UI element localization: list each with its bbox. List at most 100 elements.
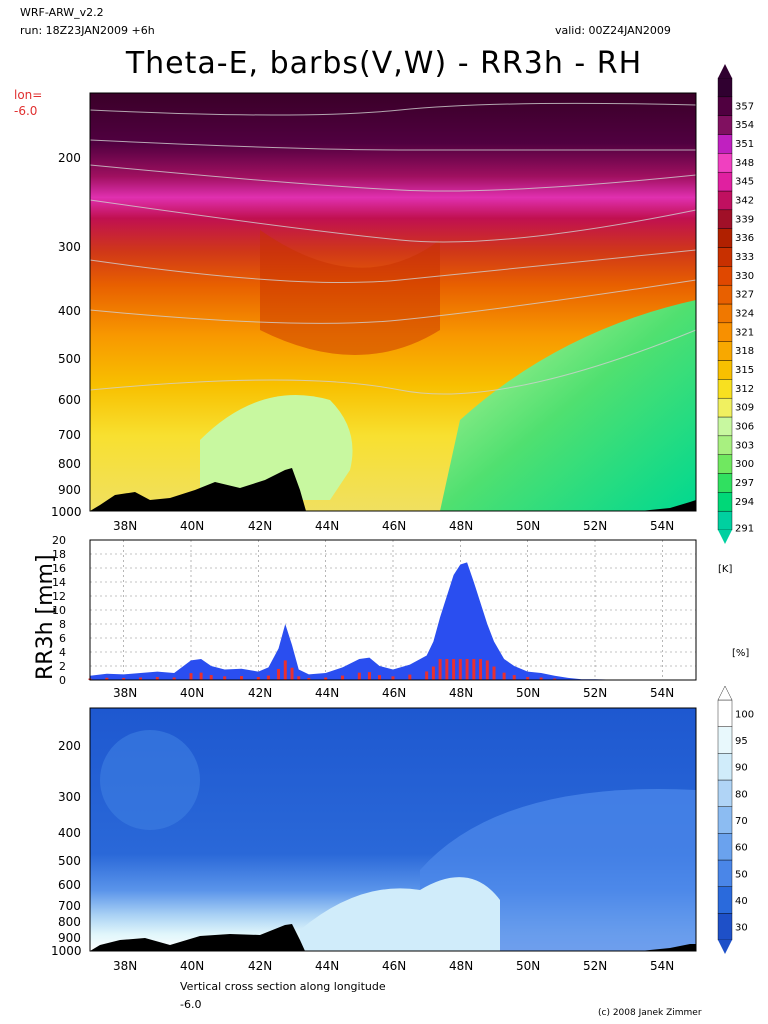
thetae-colorbar-swatch bbox=[717, 190, 733, 211]
thetae-colorbar-swatch bbox=[717, 379, 733, 399]
thetae-colorbar-swatch bbox=[717, 510, 733, 531]
rh-colorbar-swatch bbox=[717, 913, 733, 941]
thetae-colorbar-label: 327 bbox=[735, 290, 754, 301]
rh-colorbar-label: 100 bbox=[735, 709, 754, 720]
thetae-colorbar-swatch bbox=[717, 153, 733, 173]
thetae-colorbar-label: 333 bbox=[735, 252, 754, 263]
thetae-terrain-right bbox=[640, 500, 696, 511]
thetae-xtick-54N: 54N bbox=[650, 519, 674, 533]
rr3h-bar bbox=[512, 675, 516, 680]
rr3h-ytick: 16 bbox=[52, 562, 66, 575]
thetae-colorbar-label: 348 bbox=[735, 158, 754, 169]
rr3h-bar bbox=[105, 677, 109, 680]
thetae-colorbar-label: 291 bbox=[735, 524, 754, 535]
valid-label: valid: 00Z24JAN2009 bbox=[555, 24, 671, 37]
thetae-colorbar-label: 315 bbox=[735, 365, 754, 376]
thetae-colorbar-label: 354 bbox=[735, 120, 754, 131]
thetae-colorbar-swatch bbox=[717, 77, 733, 98]
rh-xtick-40N: 40N bbox=[180, 959, 204, 973]
lon-value: -6.0 bbox=[14, 104, 38, 118]
rr3h-bar bbox=[378, 675, 382, 680]
rh-frame bbox=[89, 707, 697, 952]
rr3h-bar bbox=[452, 659, 456, 680]
rr3h-bar bbox=[341, 675, 344, 680]
rh-terrain-right bbox=[640, 944, 696, 951]
thetae-colorbar-label: 303 bbox=[735, 440, 754, 451]
thetae-colorbar-swatch bbox=[717, 209, 733, 229]
rr3h-bar bbox=[431, 666, 435, 680]
thetae-colorbar-swatch bbox=[717, 416, 733, 437]
rr3h-xtick-42N: 42N bbox=[248, 686, 272, 700]
thetae-colorbar-swatch bbox=[717, 115, 733, 135]
rr3h-bar bbox=[277, 668, 281, 680]
rh-ytick-200: 200 bbox=[58, 739, 81, 753]
thetae-xtick-52N: 52N bbox=[583, 519, 607, 533]
thetae-colorbar-label: 357 bbox=[735, 101, 754, 112]
rr3h-bar bbox=[367, 672, 371, 680]
thetae-colorbar-swatch bbox=[717, 284, 733, 305]
rh-saturated-region bbox=[300, 877, 500, 951]
rh-colorbar-swatch bbox=[717, 859, 733, 887]
rr3h-xtick-40N: 40N bbox=[180, 686, 204, 700]
thetae-colorbar-label: 318 bbox=[735, 346, 754, 357]
thetae-y-axis: 200 300 400 500 600 700 800 900 1000 bbox=[51, 151, 82, 519]
rh-colorbar-label: 50 bbox=[735, 869, 748, 880]
rr3h-bar bbox=[172, 677, 176, 680]
thetae-trough bbox=[260, 230, 440, 355]
caption-value: -6.0 bbox=[180, 998, 202, 1011]
rr3h-bar bbox=[209, 675, 213, 680]
rh-ytick-700: 700 bbox=[58, 899, 81, 913]
rh-colorbar-label: 40 bbox=[735, 896, 748, 907]
rh-xtick-46N: 46N bbox=[382, 959, 406, 973]
rr3h-xtick-46N: 46N bbox=[382, 686, 406, 700]
thetae-colorbar-label: 300 bbox=[735, 459, 754, 470]
thetae-colorbar-label: 321 bbox=[735, 327, 754, 338]
rr3h-bar bbox=[438, 659, 442, 680]
rh-xtick-54N: 54N bbox=[650, 959, 674, 973]
rr3h-xtick-38N: 38N bbox=[113, 686, 137, 700]
thetae-colorbar-swatch bbox=[717, 266, 733, 286]
rr3h-bar bbox=[283, 660, 287, 680]
rr3h-xtick-48N: 48N bbox=[449, 686, 473, 700]
rh-colorbar-label: 70 bbox=[735, 816, 748, 827]
thetae-ytick-400: 400 bbox=[58, 304, 81, 318]
rr3h-ytick: 6 bbox=[59, 632, 66, 645]
thetae-colorbar-label: 324 bbox=[735, 308, 754, 319]
thetae-colorbar-swatch bbox=[717, 171, 733, 192]
rh-colorbar-swatch bbox=[717, 699, 733, 727]
thetae-xtick-42N: 42N bbox=[248, 519, 272, 533]
rh-colorbar-label: 95 bbox=[735, 736, 748, 747]
thetae-colorbar-label: 339 bbox=[735, 214, 754, 225]
rr3h-frame bbox=[89, 539, 697, 681]
rh-ytick-1000: 1000 bbox=[51, 944, 82, 958]
thetae-x-axis: 38N 40N 42N 44N 46N 48N 50N 52N 54N bbox=[113, 519, 674, 533]
thetae-colorbar-arrow-top bbox=[718, 64, 732, 78]
rr3h-bar bbox=[502, 672, 506, 680]
rh-ytick-600: 600 bbox=[58, 878, 81, 892]
rh-colorbar-swatch bbox=[717, 806, 733, 834]
rr3h-bar bbox=[223, 676, 227, 680]
rh-colorbar: 30 40 50 60 70 80 90 95 100 bbox=[717, 685, 754, 954]
thetae-colorbar-label: 351 bbox=[735, 139, 754, 150]
rh-y-axis: 200 300 400 500 600 700 800 900 1000 bbox=[51, 739, 82, 958]
rr3h-bar bbox=[458, 659, 462, 680]
thetae-colorbar-label: 330 bbox=[735, 271, 754, 282]
rr3h-bar bbox=[492, 666, 496, 680]
rh-colorbar-swatch bbox=[717, 779, 733, 807]
thetae-contours bbox=[89, 102, 697, 395]
rr3h-bar bbox=[465, 659, 469, 680]
thetae-frame bbox=[89, 92, 697, 512]
thetae-xtick-50N: 50N bbox=[516, 519, 540, 533]
rr3h-bar bbox=[391, 676, 395, 680]
thetae-panel: 200 300 400 500 600 700 800 900 1000 38N… bbox=[51, 92, 697, 533]
rh-terrain bbox=[90, 924, 305, 951]
rh-colorbar-swatch bbox=[717, 753, 733, 781]
rr3h-bar bbox=[425, 671, 429, 680]
lon-label: lon= bbox=[14, 88, 43, 102]
thetae-ytick-800: 800 bbox=[58, 457, 81, 471]
thetae-colorbar-label: 294 bbox=[735, 497, 754, 508]
thetae-colorbar-label: 342 bbox=[735, 195, 754, 206]
rh-ytick-500: 500 bbox=[58, 854, 81, 868]
thetae-ytick-700: 700 bbox=[58, 428, 81, 442]
